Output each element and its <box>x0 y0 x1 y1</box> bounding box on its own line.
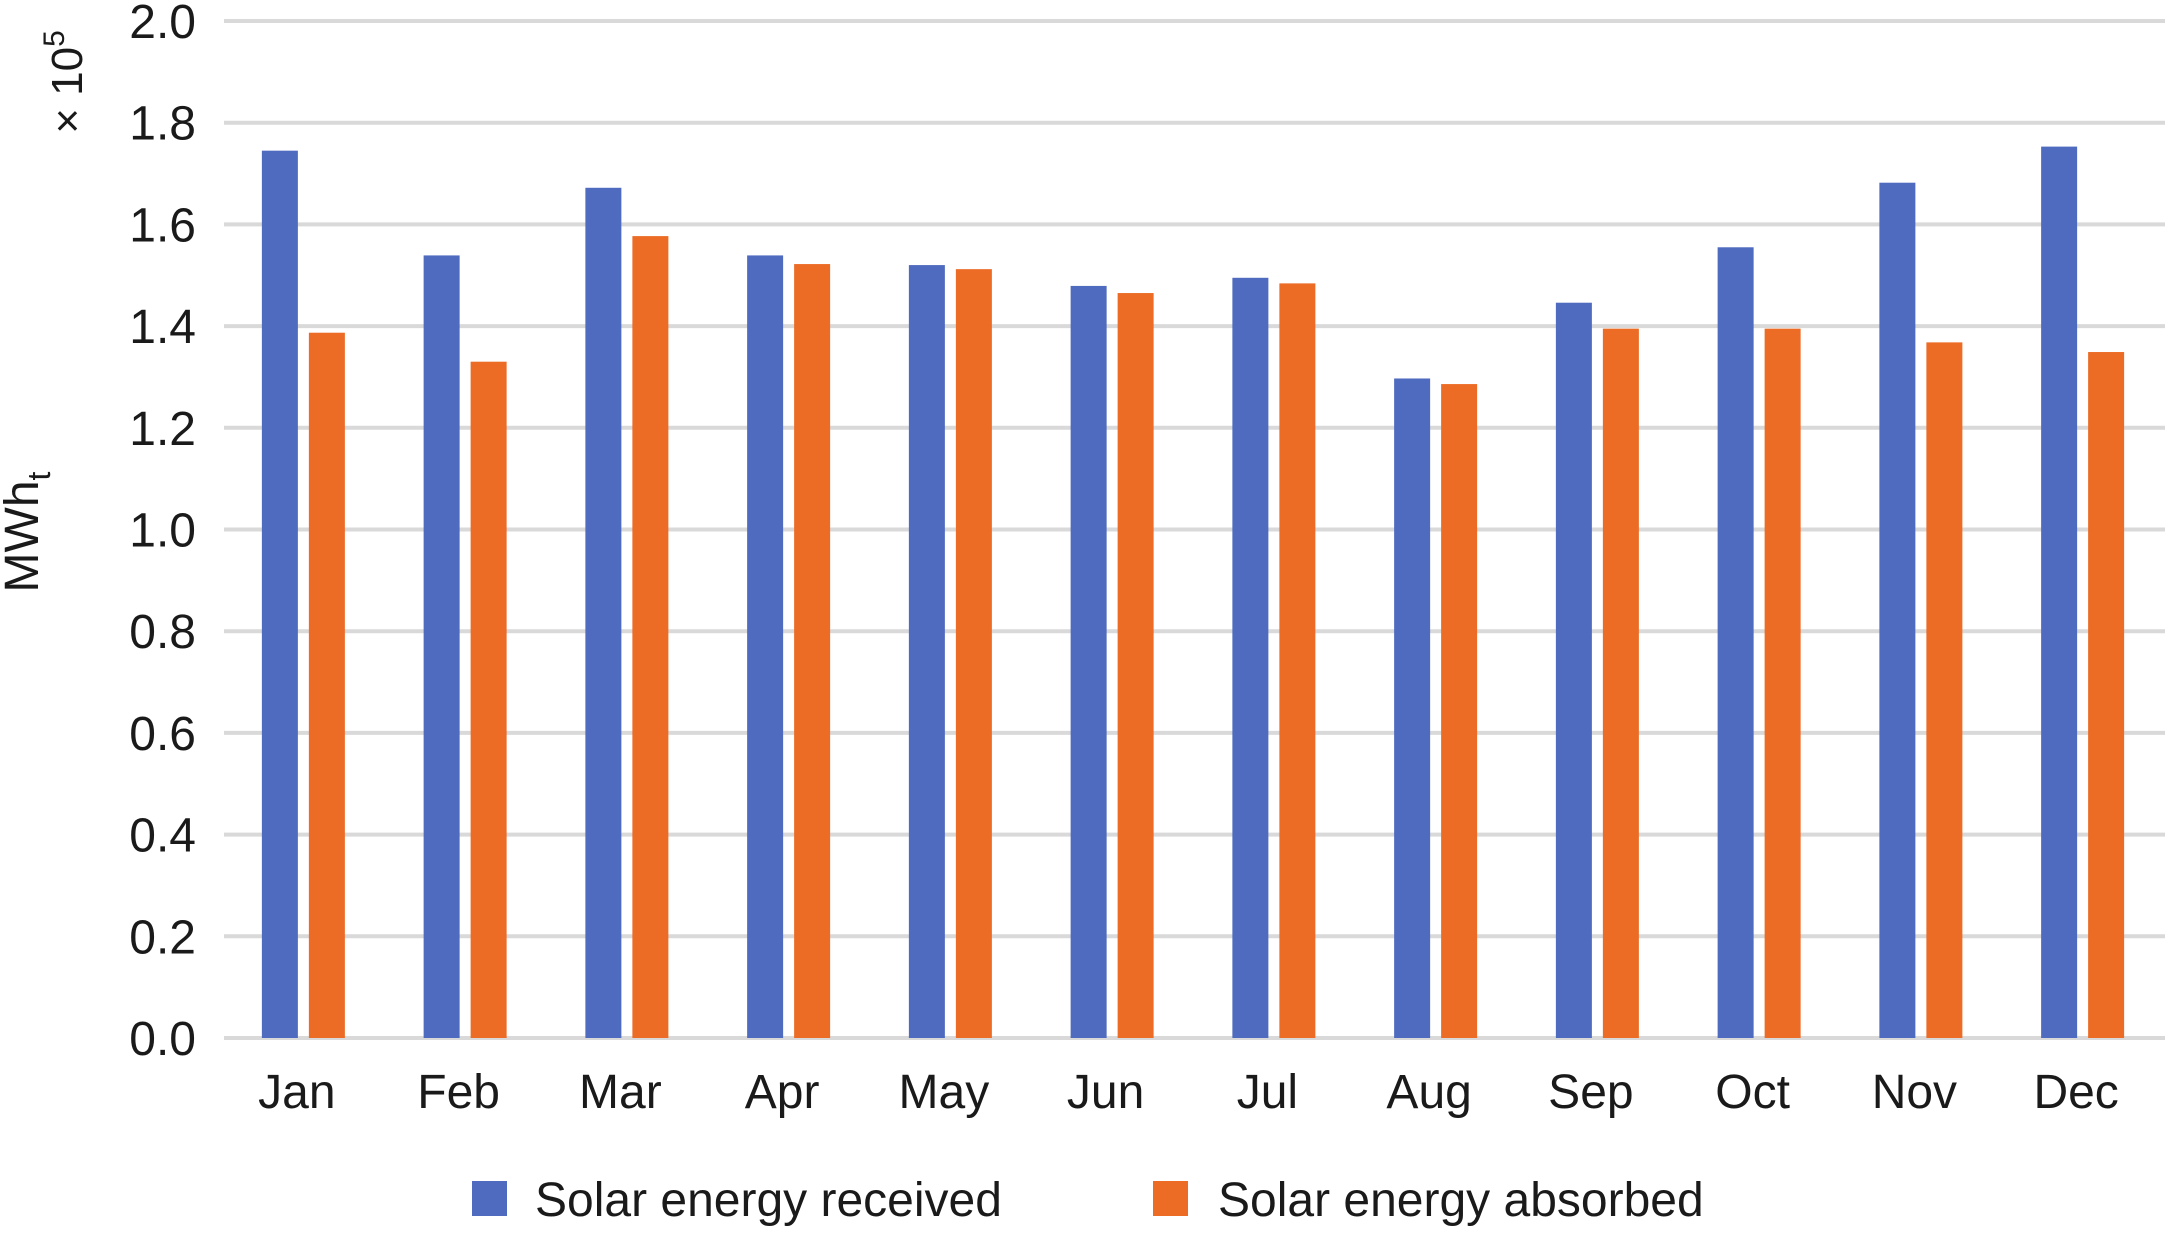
bar-absorbed-jun <box>1117 293 1154 1038</box>
x-tick-label: Nov <box>1872 1066 1957 1119</box>
bar-absorbed-oct <box>1764 328 1801 1039</box>
bar-received-oct <box>1717 247 1754 1039</box>
x-tick-label: Apr <box>745 1066 820 1119</box>
x-tick-label: Jul <box>1237 1066 1298 1119</box>
x-tick-label: Mar <box>579 1066 662 1119</box>
x-tick-label: Sep <box>1548 1066 1633 1119</box>
bar-absorbed-apr <box>794 264 831 1038</box>
bar-received-mar <box>585 187 622 1039</box>
bar-received-nov <box>1879 182 1916 1038</box>
y-tick-labels: 0.0 0.2 0.4 0.6 0.8 1.0 1.2 1.4 1.6 1.8 2.0 <box>129 0 196 1066</box>
bar-received-apr <box>747 255 784 1038</box>
gridlines <box>224 19 2165 1040</box>
y-tick-label: 1.6 <box>129 199 196 252</box>
x-tick-labels: Jan Feb Mar Apr May Jun Jul Aug Sep Oct Nov Dec <box>258 1066 2119 1119</box>
x-tick-label: Oct <box>1715 1066 1790 1119</box>
y-tick-label: 1.4 <box>129 301 196 354</box>
bar-received-aug <box>1394 378 1431 1039</box>
x-tick-label: Aug <box>1386 1066 1471 1119</box>
bar-absorbed-nov <box>1926 342 1963 1038</box>
y-tick-label: 0.2 <box>129 911 196 964</box>
y-tick-label: 1.0 <box>129 505 196 558</box>
bar-received-may <box>908 265 945 1039</box>
legend: Solar energy received Solar energy absorb… <box>472 1174 1704 1227</box>
bar-absorbed-dec <box>2088 352 2125 1038</box>
bar-absorbed-sep <box>1602 328 1639 1039</box>
bar-received-dec <box>2041 146 2078 1039</box>
bar-received-jul <box>1232 277 1269 1039</box>
x-tick-label: Dec <box>2033 1066 2118 1119</box>
y-tick-label: 1.8 <box>129 98 196 151</box>
x-tick-label: Jan <box>258 1066 335 1119</box>
y-tick-label: 0.4 <box>129 810 196 863</box>
legend-swatch <box>1153 1181 1188 1216</box>
bar-absorbed-jan <box>308 332 345 1038</box>
bar-absorbed-feb <box>470 361 507 1038</box>
bar-received-jan <box>261 150 298 1039</box>
y-tick-label: 0.6 <box>129 708 196 761</box>
x-tick-label: May <box>899 1066 990 1119</box>
bar-received-jun <box>1070 285 1107 1039</box>
bars <box>261 146 2125 1039</box>
bar-absorbed-may <box>955 269 992 1038</box>
bar-absorbed-jul <box>1279 283 1316 1038</box>
x-tick-label: Feb <box>417 1066 500 1119</box>
y-tick-label: 0.8 <box>129 606 196 659</box>
y-tick-label: 0.0 <box>129 1013 196 1066</box>
bar-received-feb <box>423 255 460 1038</box>
legend-label: Solar energy received <box>535 1174 1002 1227</box>
bar-received-sep <box>1555 302 1592 1039</box>
y-axis-label: MWht <box>0 471 57 592</box>
legend-swatch <box>472 1181 507 1216</box>
x-tick-label: Jun <box>1067 1066 1144 1119</box>
y-tick-label: 1.2 <box>129 403 196 456</box>
y-tick-label: 2.0 <box>129 0 196 49</box>
y-multiplier: × 105 <box>38 30 92 134</box>
legend-label: Solar energy absorbed <box>1218 1174 1704 1227</box>
bar-absorbed-mar <box>632 236 669 1038</box>
bar-absorbed-aug <box>1441 384 1478 1039</box>
